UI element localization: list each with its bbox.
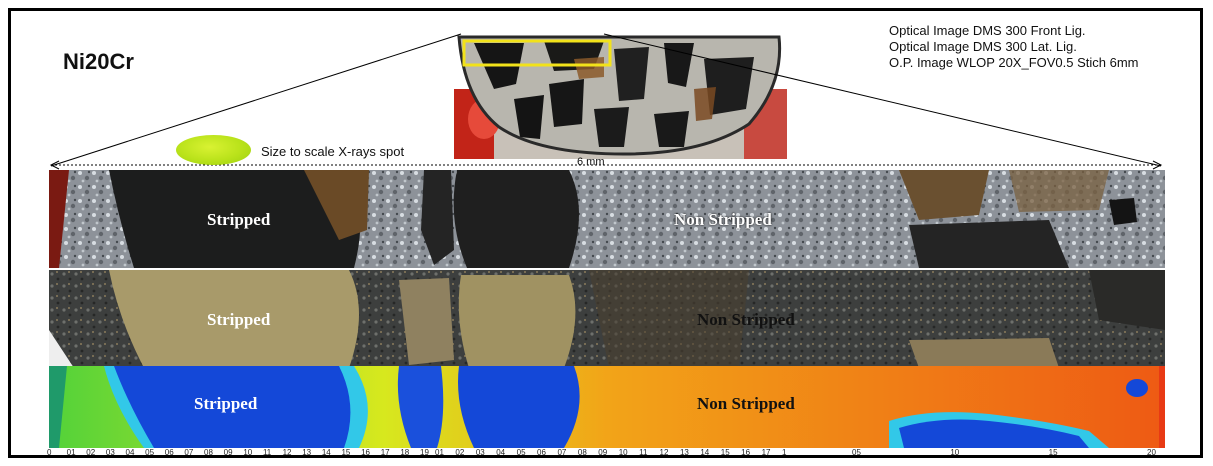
figure-title: Ni20Cr	[63, 49, 134, 74]
axis-tick-label: 06	[164, 448, 174, 457]
axis-tick-label: 04	[496, 448, 506, 457]
axis-tick-label: 0	[47, 448, 52, 457]
axis-tick-label: 09	[223, 448, 233, 457]
axis-tick-label: 05	[852, 448, 861, 457]
strip-front-lighting: Stripped Non Stripped	[49, 170, 1165, 268]
scale-label: 6 mm	[577, 156, 605, 168]
label-non-stripped: Non Stripped	[697, 310, 795, 329]
axis-tick-label: 15	[341, 448, 351, 457]
legend-text: Optical Image DMS 300 Front Lig. Optical…	[889, 23, 1139, 71]
label-non-stripped: Non Stripped	[697, 394, 795, 413]
axis-tick-label: 10	[618, 448, 628, 457]
sample-thumbnail	[454, 29, 787, 159]
axis-tick-label: 18	[400, 448, 410, 457]
axis-tick-label: 19	[420, 448, 429, 457]
axis-tick-label: 01	[66, 448, 76, 457]
axis-tick-label: 12	[282, 448, 292, 457]
axis-tick-label: 03	[475, 448, 485, 457]
label-stripped: Stripped	[207, 210, 271, 229]
axis-tick-label: 11	[639, 448, 648, 457]
axis-ticks: 0 01 02 03 04 05 06 07 08 09 10 11 12 13 14 15 16 17 18 19 …	[47, 448, 1171, 457]
axis-tick-label: 08	[577, 448, 587, 457]
axis-tick-label: 05	[145, 448, 155, 457]
legend-line-wlop: O.P. Image WLOP 20X_FOV0.5 Stich 6mm	[889, 55, 1139, 70]
axis-tick-label: 13	[302, 448, 312, 457]
axis-tick-label: 02	[86, 448, 96, 457]
axis-tick-label: 12	[659, 448, 669, 457]
strip-wlop-height-map-image	[49, 366, 1165, 448]
legend-line-lateral: Optical Image DMS 300 Lat. Lig.	[889, 39, 1077, 54]
axis-tick-label: 04	[125, 448, 135, 457]
axis-tick-label: 11	[262, 448, 272, 457]
axis-tick-label: 05	[516, 448, 526, 457]
strip-lateral-lighting-image	[49, 270, 1165, 368]
axis-tick-label: 03	[105, 448, 115, 457]
axis-tick-label: 20	[1147, 448, 1156, 457]
axis-tick-label: 16	[361, 448, 370, 457]
axis-tick-label: 02	[455, 448, 465, 457]
label-stripped: Stripped	[194, 394, 258, 413]
legend-line-front: Optical Image DMS 300 Front Lig.	[889, 23, 1086, 38]
strip-lateral-lighting: Stripped Non Stripped	[49, 270, 1165, 368]
label-non-stripped: Non Stripped	[674, 210, 772, 229]
axis-tick-label: 15	[1048, 448, 1058, 457]
axis-tick-label: 08	[204, 448, 213, 457]
axis-tick-label: 1	[782, 448, 787, 457]
axis-tick-label: 16	[741, 448, 751, 457]
axis-tick-label: 13	[679, 448, 689, 457]
label-stripped: Stripped	[207, 310, 271, 329]
highlight-box	[462, 39, 612, 67]
axis-tick-label: 17	[761, 448, 771, 457]
axis-tick-label: 10	[243, 448, 253, 457]
axis-tick-label: 14	[321, 448, 331, 457]
strip-front-lighting-image	[49, 170, 1165, 268]
axis-tick-label: 07	[557, 448, 567, 457]
axis-tick-label: 07	[184, 448, 194, 457]
axis-tick-label: 09	[598, 448, 608, 457]
axis-tick-label: 15	[720, 448, 730, 457]
sample-thumbnail-image	[454, 29, 787, 159]
axis-tick-label: 01	[435, 448, 444, 457]
axis-tick-label: 06	[537, 448, 546, 457]
axis-tick-label: 10	[950, 448, 960, 457]
axis-tick-label: 14	[700, 448, 710, 457]
strip-wlop-height-map: Stripped Non Stripped	[49, 366, 1165, 448]
axis-tick-label: 17	[380, 448, 390, 457]
figure-frame: Ni20Cr Optical Image DMS 300 Front Lig. …	[8, 8, 1203, 458]
projection-lines	[49, 33, 1163, 170]
spot-label: Size to scale X-rays spot	[261, 144, 405, 159]
xray-spot-icon	[176, 135, 251, 165]
